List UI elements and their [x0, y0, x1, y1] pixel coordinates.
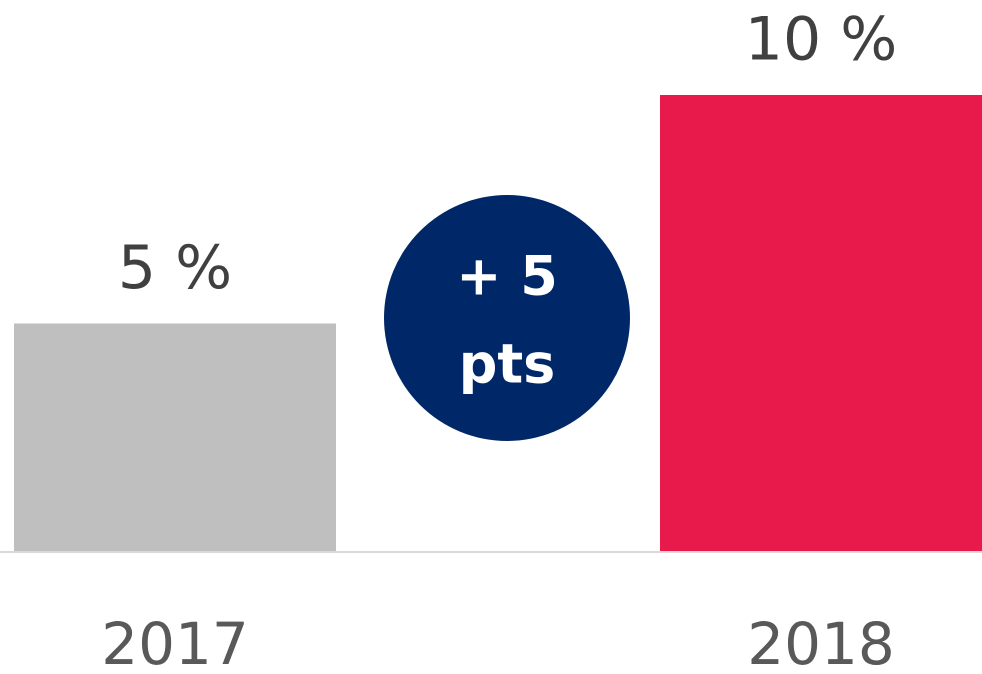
- x-tick-label: 2018: [747, 610, 895, 674]
- value-label: 5 %: [118, 233, 232, 303]
- change-text: pts: [459, 333, 556, 396]
- bar: [660, 95, 982, 552]
- bar: [14, 323, 336, 552]
- change-badge: [384, 195, 630, 441]
- value-label: 10 %: [745, 5, 897, 75]
- change-text: + 5: [456, 245, 558, 308]
- x-tick-label: 2017: [101, 610, 249, 674]
